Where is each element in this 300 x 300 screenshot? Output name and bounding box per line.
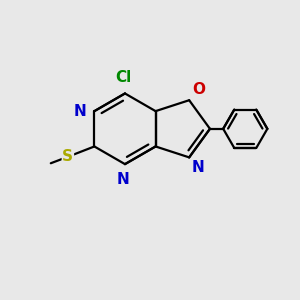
Text: N: N: [117, 172, 130, 188]
Text: S: S: [62, 149, 74, 164]
Text: N: N: [192, 160, 205, 175]
Text: N: N: [74, 103, 86, 118]
Text: Cl: Cl: [116, 70, 132, 85]
Text: O: O: [192, 82, 205, 97]
